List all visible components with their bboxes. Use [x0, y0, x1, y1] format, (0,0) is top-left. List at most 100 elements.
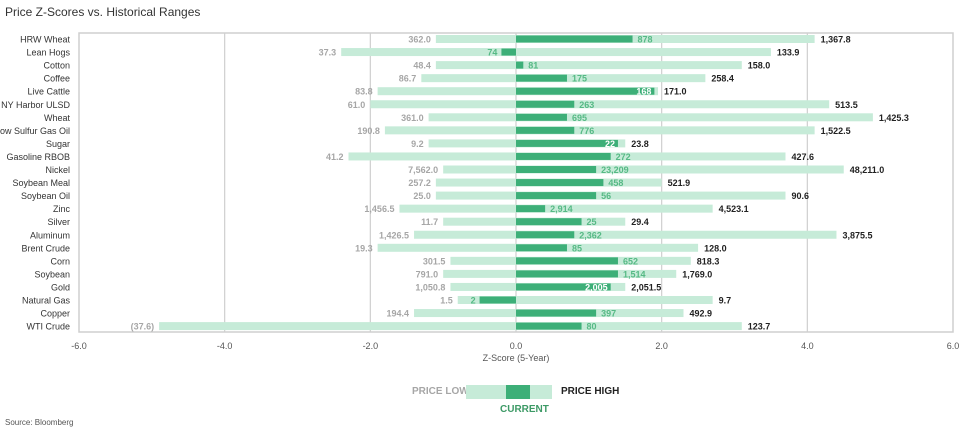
category-label: WTI Crude [26, 322, 70, 332]
current-bar [516, 100, 575, 108]
low-value-label: 11.7 [421, 217, 438, 227]
legend-low-label: PRICE LOW [412, 386, 469, 397]
current-value-label: 22 [605, 139, 615, 149]
category-label: Live Cattle [27, 87, 70, 97]
category-label: Sugar [46, 139, 70, 149]
category-label: Nickel [45, 165, 70, 175]
current-value-label: 81 [528, 61, 538, 71]
range-bar [384, 126, 815, 135]
x-axis-label: Z-Score (5-Year) [483, 353, 550, 363]
range-bar [370, 100, 830, 109]
category-label: Gold [51, 282, 70, 292]
low-value-label: (37.6) [131, 322, 155, 332]
low-value-label: 190.8 [357, 126, 380, 136]
low-value-label: 7,562.0 [408, 165, 438, 175]
category-label: Corn [50, 256, 70, 266]
x-tick-label: 4.0 [801, 341, 814, 351]
low-value-label: 194.4 [387, 309, 410, 319]
current-bar [516, 35, 633, 43]
high-value-label: 29.4 [631, 217, 649, 227]
current-bar [516, 309, 597, 317]
low-value-label: 362.0 [408, 35, 431, 45]
category-label: Lean Hogs [26, 48, 70, 58]
category-label: Silver [47, 217, 70, 227]
current-bar [516, 244, 567, 252]
high-value-label: 492.9 [690, 309, 713, 319]
range-bar [428, 113, 873, 122]
high-value-label: 171.0 [664, 87, 687, 97]
current-bar [501, 48, 516, 56]
low-value-label: 19.3 [355, 243, 373, 253]
current-bar [516, 257, 618, 265]
current-bar [516, 270, 618, 278]
current-bar [516, 126, 575, 134]
low-value-label: 83.8 [355, 87, 373, 97]
current-bar [516, 166, 597, 173]
low-value-label: 41.2 [326, 152, 344, 162]
current-bar [479, 296, 516, 304]
category-label: Wheat [44, 113, 71, 123]
current-value-label: 2,914 [550, 204, 573, 214]
high-value-label: 23.8 [631, 139, 649, 149]
range-bar [435, 61, 742, 70]
high-value-label: 818.3 [697, 256, 720, 266]
high-value-label: 1,367.8 [821, 35, 851, 45]
category-label: Gasoline RBOB [6, 152, 70, 162]
current-value-label: 25 [587, 217, 597, 227]
category-label: Soybean Oil [21, 191, 70, 201]
high-value-label: 48,211.0 [850, 165, 885, 175]
category-label: HRW Wheat [20, 35, 70, 45]
category-label: Low Sulfur Gas Oil [0, 126, 70, 136]
range-bar [457, 296, 713, 304]
high-value-label: 3,875.5 [842, 230, 872, 240]
high-value-label: 2,051.5 [631, 282, 661, 292]
high-value-label: 9.7 [719, 296, 732, 306]
current-bar [516, 152, 611, 160]
high-value-label: 521.9 [668, 178, 691, 188]
current-value-label: 168 [636, 87, 651, 97]
current-bar [516, 139, 618, 147]
low-value-label: 9.2 [411, 139, 424, 149]
current-value-label: 175 [572, 74, 587, 84]
high-value-label: 1,769.0 [682, 269, 712, 279]
current-bar [516, 283, 611, 291]
high-value-label: 133.9 [777, 48, 800, 58]
chart-title: Price Z-Scores vs. Historical Ranges [5, 5, 201, 19]
category-label: Coffee [44, 74, 70, 84]
low-value-label: 1,426.5 [379, 230, 409, 240]
current-value-label: 80 [587, 322, 597, 332]
current-value-label: 458 [608, 178, 623, 188]
current-value-label: 652 [623, 256, 638, 266]
low-value-label: 301.5 [423, 256, 446, 266]
category-label: Cotton [43, 61, 70, 71]
range-bar [414, 230, 837, 239]
range-bar [159, 322, 742, 331]
high-value-label: 258.4 [711, 74, 734, 84]
low-value-label: 48.4 [413, 61, 431, 71]
current-value-label: 85 [572, 243, 582, 253]
current-value-label: 695 [572, 113, 587, 123]
current-value-label: 1,514 [623, 269, 646, 279]
current-bar [516, 192, 597, 200]
category-label: Soybean Meal [12, 178, 70, 188]
x-tick-label: 0.0 [510, 341, 523, 351]
high-value-label: 158.0 [748, 61, 771, 71]
source-note: Source: Bloomberg [5, 418, 74, 427]
low-value-label: 37.3 [319, 48, 337, 58]
x-tick-label: -4.0 [217, 341, 233, 351]
range-bar [399, 204, 713, 213]
high-value-label: 1,522.5 [821, 126, 851, 136]
category-label: Aluminum [30, 230, 70, 240]
category-label: NY Harbor ULSD [1, 100, 70, 110]
current-bar [516, 231, 575, 239]
x-tick-label: -2.0 [363, 341, 379, 351]
range-bar [435, 191, 786, 200]
low-value-label: 1,456.5 [364, 204, 394, 214]
current-bar [516, 87, 655, 95]
low-value-label: 257.2 [408, 178, 431, 188]
current-bar [516, 113, 567, 121]
x-tick-label: 2.0 [655, 341, 668, 351]
low-value-label: 361.0 [401, 113, 424, 123]
range-bar [443, 165, 844, 174]
